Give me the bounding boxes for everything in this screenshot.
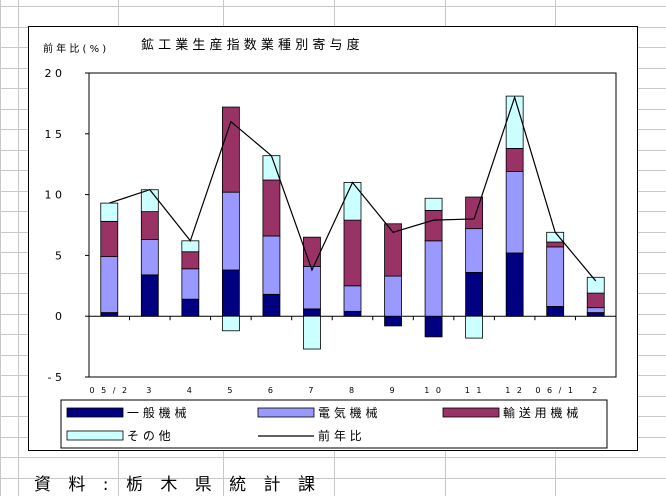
bar-segment: [506, 96, 523, 148]
legend-swatch: [258, 408, 314, 417]
bar-segment: [506, 171, 523, 252]
bar-segment: [182, 269, 199, 299]
x-tick-label: 2: [592, 386, 599, 395]
bar-segment: [303, 309, 320, 316]
legend-swatch: [67, 408, 123, 417]
bar-segment: [547, 232, 564, 242]
bar-segment: [547, 242, 564, 247]
bar-segment: [425, 316, 442, 337]
legend-swatch: [443, 408, 499, 417]
bar-segment: [182, 299, 199, 316]
bar-segment: [547, 247, 564, 307]
bar-segment: [344, 311, 361, 316]
bar-segment: [263, 294, 280, 316]
bar-segment: [222, 270, 239, 316]
bar-segment: [303, 316, 320, 349]
x-tick-label: 7: [308, 386, 315, 395]
bar-segment: [303, 266, 320, 309]
legend-label: 輸 送 用 機 械: [503, 405, 578, 420]
bar-segment: [587, 313, 604, 317]
bar-segment: [385, 316, 402, 326]
bar-segment: [344, 220, 361, 286]
legend-swatch: [67, 431, 123, 440]
legend-label: 一 般 機 械: [127, 405, 186, 420]
bar-segment: [547, 306, 564, 316]
chart-canvas: 前 年 比 ( % ) 鉱 工 業 生 産 指 数 業 種 別 寄 与 度 2 …: [29, 27, 639, 452]
bar-segment: [101, 313, 118, 317]
x-tick-label: 5: [227, 386, 234, 395]
bar-segment: [587, 308, 604, 313]
y-tick-label: - 5: [48, 371, 62, 384]
x-tick-label: 6: [268, 386, 275, 395]
source-note: 資 料 : 栃 木 県 統 計 課: [34, 470, 321, 495]
x-tick-label: 1 1: [465, 386, 484, 395]
bar-segment: [141, 190, 158, 212]
bar-segment: [506, 253, 523, 316]
bar-segment: [222, 192, 239, 270]
bar-segment: [506, 148, 523, 171]
bar-segment: [587, 293, 604, 308]
bar-segment: [587, 277, 604, 293]
bar-segment: [141, 275, 158, 316]
y-tick-label: 0: [55, 310, 62, 323]
bar-segment: [263, 236, 280, 294]
bar-segment: [466, 272, 483, 316]
bar-segment: [101, 221, 118, 256]
x-tick-label: 8: [349, 386, 356, 395]
x-tick-label: 0 6 / 1: [535, 386, 575, 395]
x-tick-label: 0 5 / 2: [89, 386, 129, 395]
x-tick-label: 4: [187, 386, 194, 395]
legend: 一 般 機 械 電 気 機 械 輸 送 用 機 械そ の 他 前 年 比: [61, 400, 607, 448]
legend-label: 電 気 機 械: [318, 405, 377, 420]
bar-segment: [263, 156, 280, 180]
y-tick-label: 1 5: [45, 128, 63, 141]
bar-segment: [425, 241, 442, 316]
legend-label: そ の 他: [127, 429, 171, 443]
bar-segment: [385, 276, 402, 316]
bar-segment: [182, 252, 199, 269]
bar-segment: [222, 107, 239, 192]
bar-segment: [222, 316, 239, 331]
x-tick-label: 1 0: [424, 386, 443, 395]
legend-label: 前 年 比: [318, 428, 362, 443]
x-tick-label: 3: [146, 386, 153, 395]
bar-segment: [425, 198, 442, 210]
x-tick-label: 9: [389, 386, 396, 395]
y-tick-label: 5: [55, 249, 62, 262]
bar-segment: [466, 316, 483, 338]
bar-segment: [263, 180, 280, 236]
bar-segment: [466, 229, 483, 273]
y-tick-label: 1 0: [45, 189, 63, 202]
bar-segment: [344, 182, 361, 220]
bar-segment: [101, 203, 118, 221]
chart-area: 前 年 比 ( % ) 鉱 工 業 生 産 指 数 業 種 別 寄 与 度 2 …: [28, 26, 638, 451]
bar-segment: [141, 212, 158, 240]
bar-segment: [344, 286, 361, 312]
bar-segment: [141, 240, 158, 275]
bar-segment: [182, 241, 199, 252]
chart-title: 鉱 工 業 生 産 指 数 業 種 別 寄 与 度: [141, 37, 360, 53]
bar-segment: [425, 210, 442, 240]
y-axis-label: 前 年 比 ( % ): [43, 42, 106, 55]
x-tick-label: 1 2: [505, 386, 524, 395]
bar-segment: [101, 257, 118, 313]
y-tick-label: 2 0: [45, 67, 63, 80]
